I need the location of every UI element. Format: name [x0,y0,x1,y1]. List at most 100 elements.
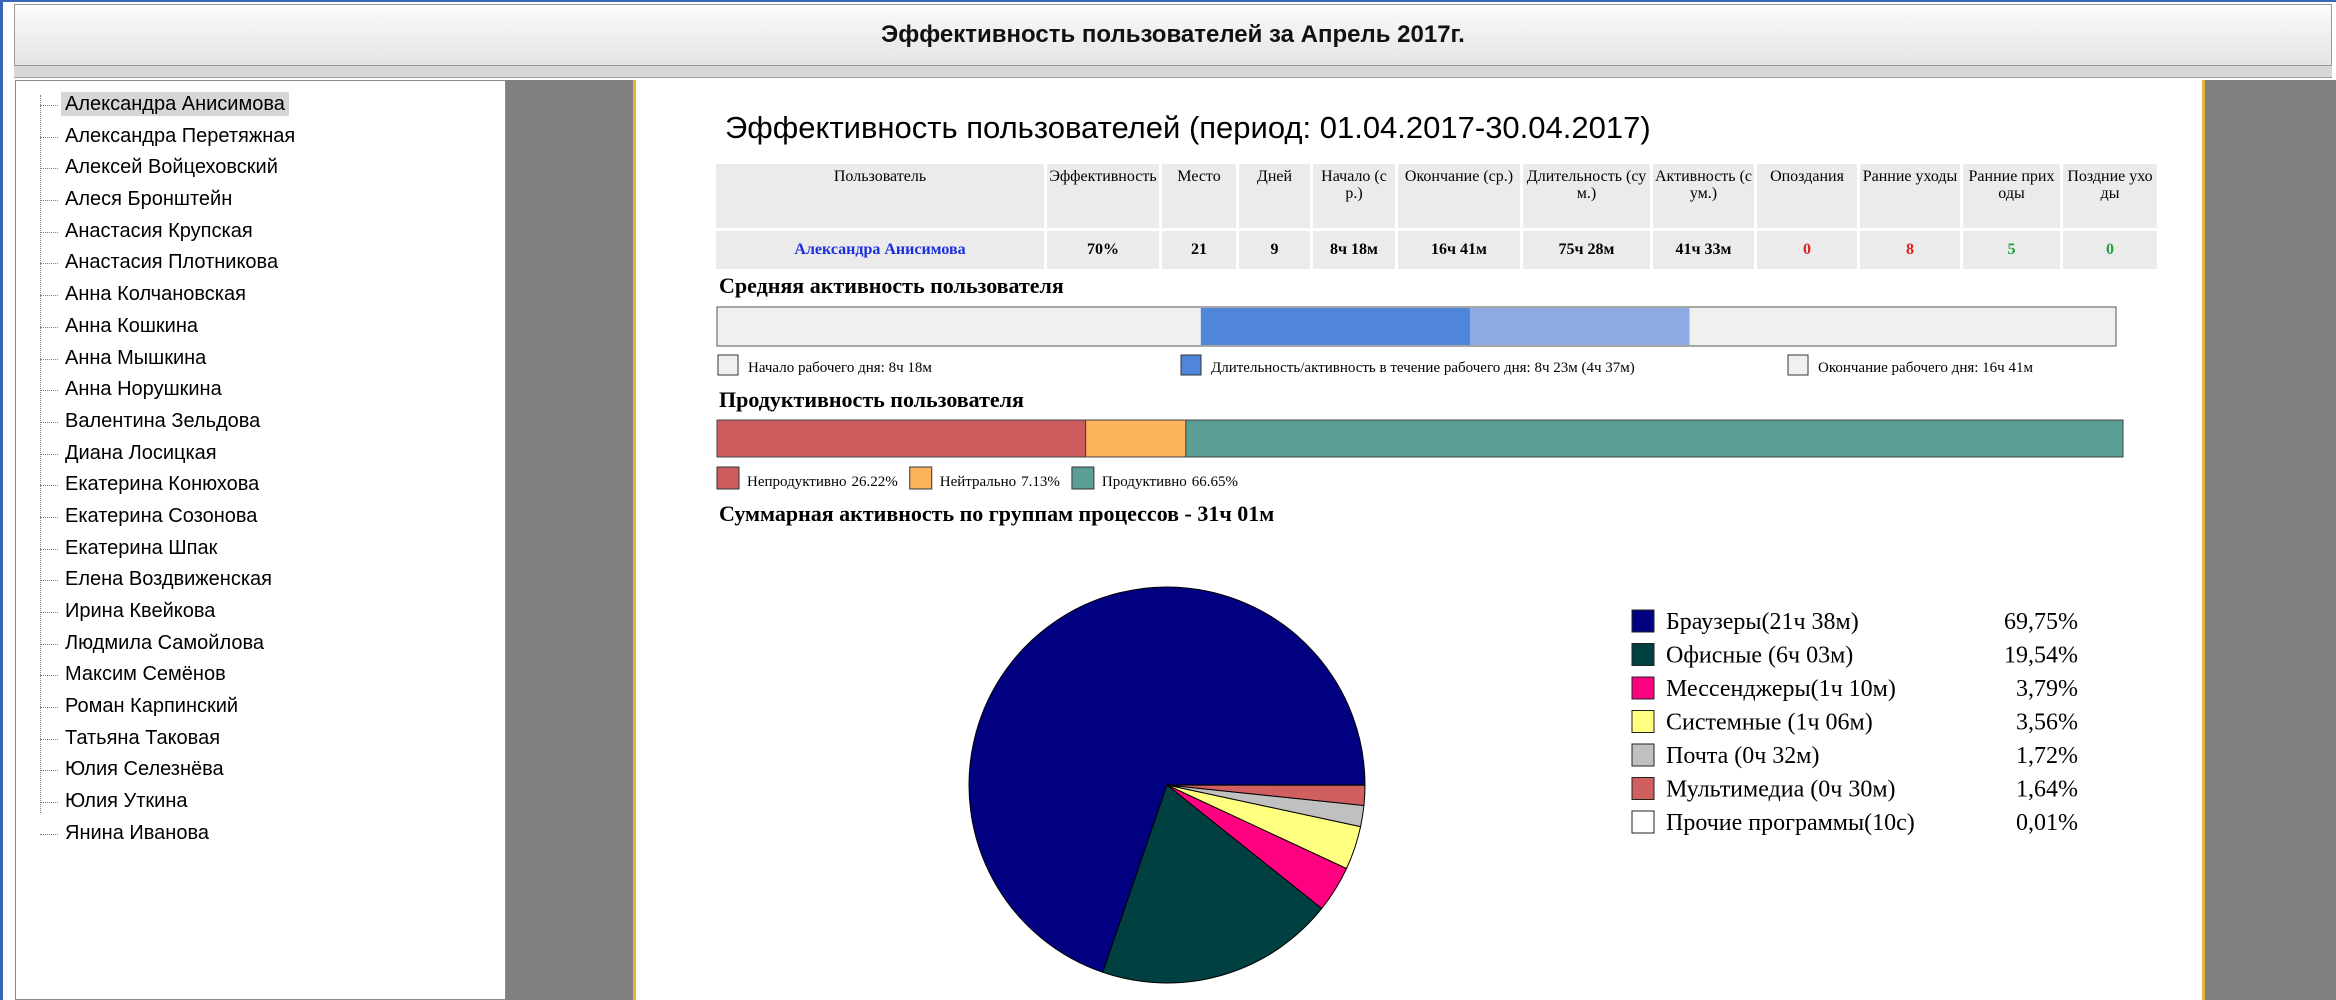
user-item[interactable]: Янина Иванова [16,818,505,850]
table-cell: 8ч 18м [1313,231,1395,269]
user-name: Анна Норушкина [65,378,222,401]
column-header: Место [1162,164,1236,228]
user-item[interactable]: Александра Анисимова [16,89,505,121]
user-item[interactable]: Анна Колчановская [16,279,505,311]
table-cell: Александра Анисимова [716,231,1044,269]
user-name: Алеся Бронштейн [65,188,233,211]
table-cell: 16ч 41м [1398,231,1520,269]
user-name: Татьяна Таковая [65,726,221,749]
pie-slice [968,586,1366,973]
legend-label: Мультимедиа (0ч 30м) [1666,777,1896,803]
user-name: Юлия Селезнёва [65,758,224,781]
legend-swatch [1787,354,1809,376]
legend-swatch [717,354,739,376]
user-item[interactable]: Анна Мышкина [16,343,505,375]
user-item[interactable]: Екатерина Созонова [16,501,505,533]
legend-swatch [1631,777,1655,800]
user-name: Екатерина Конюхова [65,473,260,496]
legend-value: 7.13% [1021,474,1060,490]
legend-swatch [716,466,740,490]
gutter [2205,80,2336,1000]
legend-label: Прочие программы(10с) [1666,810,1915,836]
user-item[interactable]: Максим Семёнов [16,659,505,691]
legend-value: 3,79% [2016,676,2078,702]
user-name: Максим Семёнов [65,663,226,686]
legend-swatch [1631,609,1655,633]
column-header: Длительность (сум.) [1523,164,1650,228]
user-item[interactable]: Алексей Войцеховский [16,152,505,184]
legend-label: Системные (1ч 06м) [1666,710,1873,736]
table-cell: 0 [2063,231,2157,269]
user-name: Анастасия Плотникова [65,251,279,274]
user-item[interactable]: Елена Воздвиженская [16,564,505,596]
user-name: Валентина Зельдова [65,409,261,432]
user-item[interactable]: Анастасия Плотникова [16,247,505,279]
user-item[interactable]: Диана Лосицкая [16,438,505,470]
header-title: Эффективность пользователей за Апрель 20… [14,4,2332,66]
user-name: Диана Лосицкая [65,441,217,464]
user-item[interactable]: Юлия Селезнёва [16,754,505,786]
legend-label: Непродуктивно [747,474,847,490]
section-title: Средняя активность пользователя [719,273,1064,298]
column-header: Начало (ср.) [1313,164,1395,228]
header-row: Пользователь Эффективность Место Дней Начало… [716,164,2157,228]
user-name: Янина Иванова [65,821,209,844]
legend-value: 0,01% [2016,810,2078,836]
user-item[interactable]: Ирина Квейкова [16,596,505,628]
user-item[interactable]: Александра Перетяжная [16,121,505,153]
table-cell: 75ч 28м [1523,231,1650,269]
user-item[interactable]: Анна Кошкина [16,311,505,343]
legend-label: Мессенджеры(1ч 10м) [1666,676,1896,702]
user-name: Екатерина Шпак [65,536,218,559]
legend-swatch [1631,676,1655,700]
column-header: Ранние приходы [1963,164,2060,228]
column-header: Активность (сум.) [1653,164,1754,228]
legend-value: 3,56% [2016,710,2078,736]
productivity-segment [716,419,1087,458]
user-item[interactable]: Екатерина Шпак [16,533,505,565]
user-item[interactable]: Татьяна Таковая [16,723,505,755]
legend-swatch [1631,643,1655,666]
user-name: Александра Анисимова [61,92,289,116]
user-name: Елена Воздвиженская [65,568,272,591]
header-separator [14,66,2332,78]
user-name: Людмила Самойлова [65,631,265,654]
legend-value: 69,75% [2004,609,2078,635]
user-item[interactable]: Людмила Самойлова [16,628,505,660]
user-item[interactable]: Алеся Бронштейн [16,184,505,216]
user-name: Анна Колчановская [65,283,246,306]
report-title: Эффективность пользователей (период: 01.… [725,110,1651,145]
user-item[interactable]: Анастасия Крупская [16,216,505,248]
table-cell: 5 [1963,231,2060,269]
active-segment [1200,308,1470,345]
table-row: Александра Анисимова 70% 21 9 8ч 18м 16ч 41м 7… [716,231,2157,269]
section-title: Продуктивность пользователя [719,387,1024,412]
user-item[interactable]: Роман Карпинский [16,691,505,723]
legend-label: Длительность/активность в течение рабоче… [1211,360,1635,376]
legend-swatch [1180,354,1202,376]
user-name: Анна Кошкина [65,314,199,337]
user-item[interactable]: Валентина Зельдова [16,406,505,438]
pie-slice [1102,784,1323,984]
legend-label: Нейтрально [940,474,1016,490]
table-cell: 41ч 33м [1653,231,1754,269]
user-item[interactable]: Анна Норушкина [16,374,505,406]
legend-swatch [1631,710,1655,733]
summary-table: Пользователь Эффективность Место Дней Начало… [713,161,2160,272]
column-header: Окончание (ср.) [1398,164,1520,228]
user-name: Роман Карпинский [65,695,239,718]
legend-value: 26.22% [852,474,898,490]
user-name: Алексей Войцеховский [65,156,278,179]
duration-segment [1469,308,1690,345]
user-name: Александра Перетяжная [65,124,296,147]
user-name: Анна Мышкина [65,346,207,369]
legend-swatch [1071,466,1095,490]
legend-swatch [1631,810,1655,834]
user-item[interactable]: Юлия Уткина [16,786,505,818]
legend-swatch [1631,743,1655,767]
user-name: Юлия Уткина [65,790,188,813]
user-name: Ирина Квейкова [65,600,216,622]
user-item[interactable]: Екатерина Конюхова [16,469,505,501]
